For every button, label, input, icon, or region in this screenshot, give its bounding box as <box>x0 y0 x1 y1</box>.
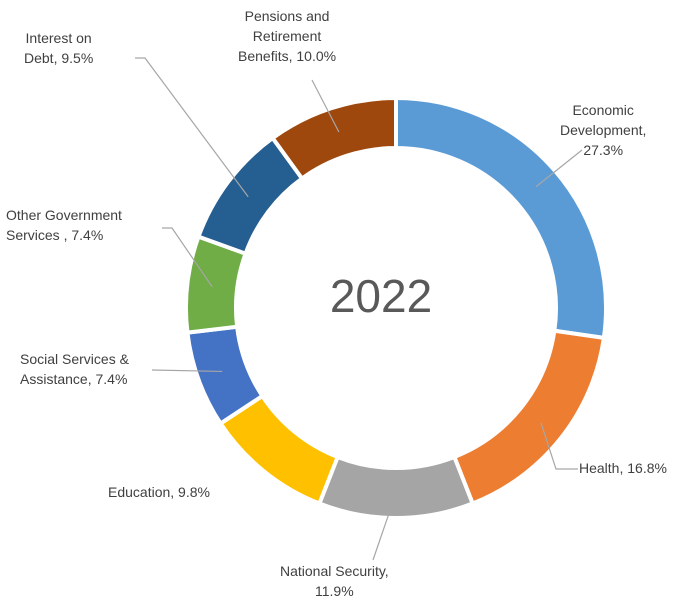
donut-slices <box>184 95 608 520</box>
leader-line-1 <box>540 422 578 470</box>
slice-national-security <box>316 454 476 520</box>
leader-line-7 <box>311 79 340 133</box>
slice-label-interest-on-debt: Interest on Debt, 9.5% <box>24 30 94 66</box>
slice-label-other-government-services: Other Government Services , 7.4% <box>6 207 122 243</box>
slice-label-economic-development: Economic Development, 27.3% <box>560 102 647 158</box>
leader-line-5 <box>162 227 213 288</box>
center-label: 2022 <box>330 270 432 322</box>
leader-line-4 <box>151 369 223 373</box>
slice-label-social-services: Social Services & Assistance, 7.4% <box>20 351 129 387</box>
slice-label-national-security: National Security, 11.9% <box>280 563 389 599</box>
slice-pensions-and-retirement-benefits <box>269 95 398 182</box>
slice-label-health: Health, 16.8% <box>579 460 667 476</box>
leader-line-2 <box>372 492 397 561</box>
leader-line-0 <box>535 149 583 188</box>
slice-label-pensions: Pensions and Retirement Benefits, 10.0% <box>238 8 337 64</box>
leader-line-6 <box>135 57 249 198</box>
slice-label-education: Education, 9.8% <box>108 484 210 500</box>
leader-lines <box>135 57 583 561</box>
